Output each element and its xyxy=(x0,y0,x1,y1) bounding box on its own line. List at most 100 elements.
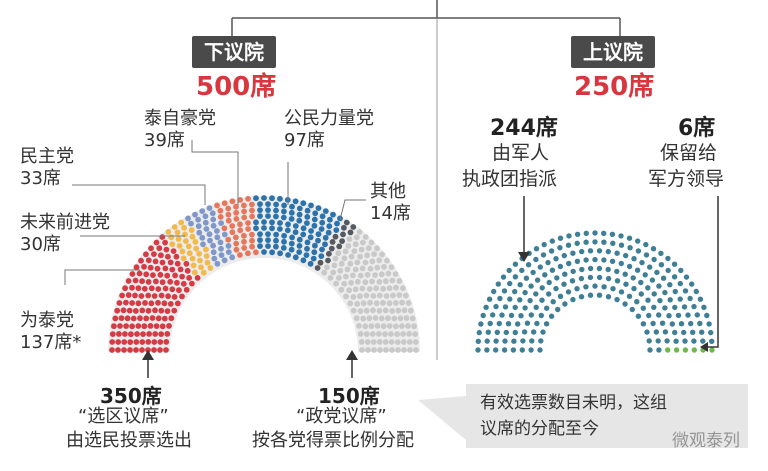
lower-seat-group-6 xyxy=(370,339,377,345)
lower-seat-group-4 xyxy=(325,229,332,236)
lower-seat-group-0 xyxy=(153,239,160,246)
lower-seat-group-6 xyxy=(373,300,380,307)
lower-seat-group-0 xyxy=(116,300,123,306)
upper-seat-group-0 xyxy=(548,248,555,254)
lower-seat-group-0 xyxy=(167,301,174,307)
lower-seat-group-6 xyxy=(400,339,407,345)
upper-seat-group-0 xyxy=(561,281,567,287)
lower-seat-group-4 xyxy=(269,195,275,202)
lower-seat-group-0 xyxy=(139,347,145,353)
lower-seat-group-0 xyxy=(140,331,146,337)
upper-seat-group-0 xyxy=(667,282,673,288)
upper-seat-group-0 xyxy=(553,285,559,292)
upper-seat-group-0 xyxy=(519,267,525,274)
upper-seat-group-0 xyxy=(708,329,714,336)
lower-seat-group-4 xyxy=(307,234,314,241)
upper-seat-group-0 xyxy=(592,256,598,263)
upper-seat-group-0 xyxy=(570,268,576,275)
lower-seat-group-0 xyxy=(155,315,162,322)
constituency-seats: 350席 xyxy=(100,384,162,408)
lower-seat-group-4 xyxy=(280,245,287,251)
upper-seat-group-0 xyxy=(659,320,666,326)
upper-seat-group-0 xyxy=(549,238,555,244)
lower-seat-group-5 xyxy=(328,245,335,252)
lower-seat-group-6 xyxy=(356,323,362,329)
lower-seat-group-6 xyxy=(341,280,348,287)
upper-seat-group-0 xyxy=(512,304,518,311)
lower-seat-group-4 xyxy=(273,243,279,250)
lower-seat-group-6 xyxy=(399,323,405,329)
lower-seat-group-0 xyxy=(135,300,142,307)
lower-seat-group-3 xyxy=(245,226,252,232)
lower-seat-group-4 xyxy=(292,254,299,261)
lower-seat-group-3 xyxy=(249,201,255,208)
lower-seat-group-6 xyxy=(321,269,328,276)
lower-seat-group-2 xyxy=(192,211,198,218)
upper-seat-group-0 xyxy=(638,291,644,297)
upper-seat-group-0 xyxy=(565,242,572,248)
arrowhead-partylist xyxy=(346,350,358,360)
lower-seat-group-4 xyxy=(285,221,291,228)
arrow-military xyxy=(706,196,719,348)
upper-seat-group-0 xyxy=(561,252,567,259)
upper-seat-group-0 xyxy=(546,279,552,286)
upper-seat-group-0 xyxy=(609,258,616,264)
upper-seat-group-0 xyxy=(643,252,650,258)
upper-seat-group-0 xyxy=(672,288,678,295)
lower-seat-group-4 xyxy=(296,205,303,212)
upper-seat-group-0 xyxy=(537,347,543,353)
lower-seat-group-3 xyxy=(237,221,243,228)
lower-seat-group-0 xyxy=(169,286,176,293)
upper-seat-group-0 xyxy=(665,267,671,274)
lower-seat-group-0 xyxy=(141,323,148,330)
lower-seat-group-3 xyxy=(233,203,239,210)
lower-seat-group-4 xyxy=(311,249,318,256)
lower-seat-group-3 xyxy=(233,209,240,216)
lower-seat-group-0 xyxy=(153,278,159,285)
lower-seat-group-3 xyxy=(221,225,228,232)
lower-seat-group-6 xyxy=(357,293,363,300)
upper-seat-group-0 xyxy=(656,347,662,353)
upper-seat-group-0 xyxy=(493,347,499,353)
upper-seat-group-1 xyxy=(665,347,671,353)
upper-seat-group-0 xyxy=(530,269,536,276)
upper-seat-group-0 xyxy=(609,231,616,237)
lower-seat-group-4 xyxy=(319,219,326,226)
partylist-name: “政党议席” xyxy=(296,406,387,427)
upper-seat-group-0 xyxy=(618,260,624,267)
upper-seat-group-0 xyxy=(677,280,683,287)
lower-seat-group-6 xyxy=(366,286,373,292)
lower-seat-group-6 xyxy=(369,331,376,337)
upper-seat-group-0 xyxy=(587,292,594,298)
lower-seat-group-6 xyxy=(350,307,357,314)
lower-seat-group-0 xyxy=(135,285,142,292)
upper-seat-group-0 xyxy=(691,303,697,310)
lower-seat-group-4 xyxy=(265,237,271,244)
upper-seat-group-0 xyxy=(614,278,621,284)
lower-seat-group-6 xyxy=(370,293,377,299)
military-desc-2: 军方领导 xyxy=(648,168,725,190)
upper-seat-group-0 xyxy=(592,283,598,289)
lower-seat-group-6 xyxy=(342,248,349,255)
lower-seat-group-6 xyxy=(399,299,405,306)
lower-seat-group-6 xyxy=(388,331,394,337)
lower-seat-group-0 xyxy=(143,315,150,322)
lower-seat-group-0 xyxy=(163,339,170,345)
upper-seat-group-0 xyxy=(655,338,661,344)
lower-seat-group-6 xyxy=(359,285,366,292)
upper-seat-group-0 xyxy=(649,277,656,283)
arrowhead-military xyxy=(700,342,708,352)
lower-seat-group-4 xyxy=(288,216,295,222)
lower-seat-group-4 xyxy=(257,243,263,250)
upper-seat-group-0 xyxy=(475,347,481,353)
upper-seat-group-0 xyxy=(501,288,508,294)
lower-seat-group-0 xyxy=(151,339,158,345)
lower-seat-group-4 xyxy=(281,232,287,239)
lower-seat-group-0 xyxy=(151,347,157,353)
upper-seat-group-0 xyxy=(496,320,502,327)
lower-seat-group-0 xyxy=(139,339,146,345)
lower-seat-group-0 xyxy=(186,275,193,281)
party-label-gongmin: 公民力量党 97席 xyxy=(284,108,374,151)
upper-seat-group-0 xyxy=(569,278,576,284)
upper-seat-group-0 xyxy=(475,338,481,344)
